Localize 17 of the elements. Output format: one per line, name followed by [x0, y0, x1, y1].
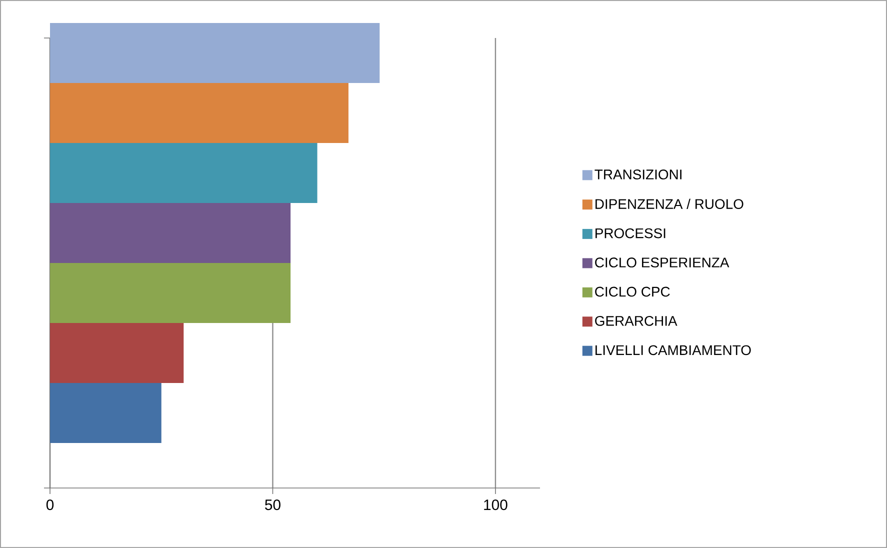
legend-label: CICLO CPC	[595, 286, 670, 297]
legend-label: LIVELLI CAMBIAMENTO	[596, 345, 751, 356]
x-tick-label: 0	[46, 500, 54, 510]
bar	[50, 202, 291, 263]
bar	[50, 382, 162, 443]
bar	[50, 82, 348, 143]
x-tick-label: 100	[484, 500, 508, 510]
bar	[50, 142, 318, 203]
legend-label: DIPENZENZA / RUOLO	[596, 198, 744, 209]
legend-label: TRANSIZIONI	[594, 170, 682, 180]
x-tick-label: 50	[265, 500, 280, 510]
bar	[50, 262, 291, 323]
legend-label: PROCESSI	[596, 228, 666, 238]
legend-label: GERARCHIA	[595, 316, 678, 326]
bar	[50, 322, 184, 383]
bar	[50, 22, 380, 83]
legend-label: CICLO ESPERIENZA	[595, 258, 730, 268]
